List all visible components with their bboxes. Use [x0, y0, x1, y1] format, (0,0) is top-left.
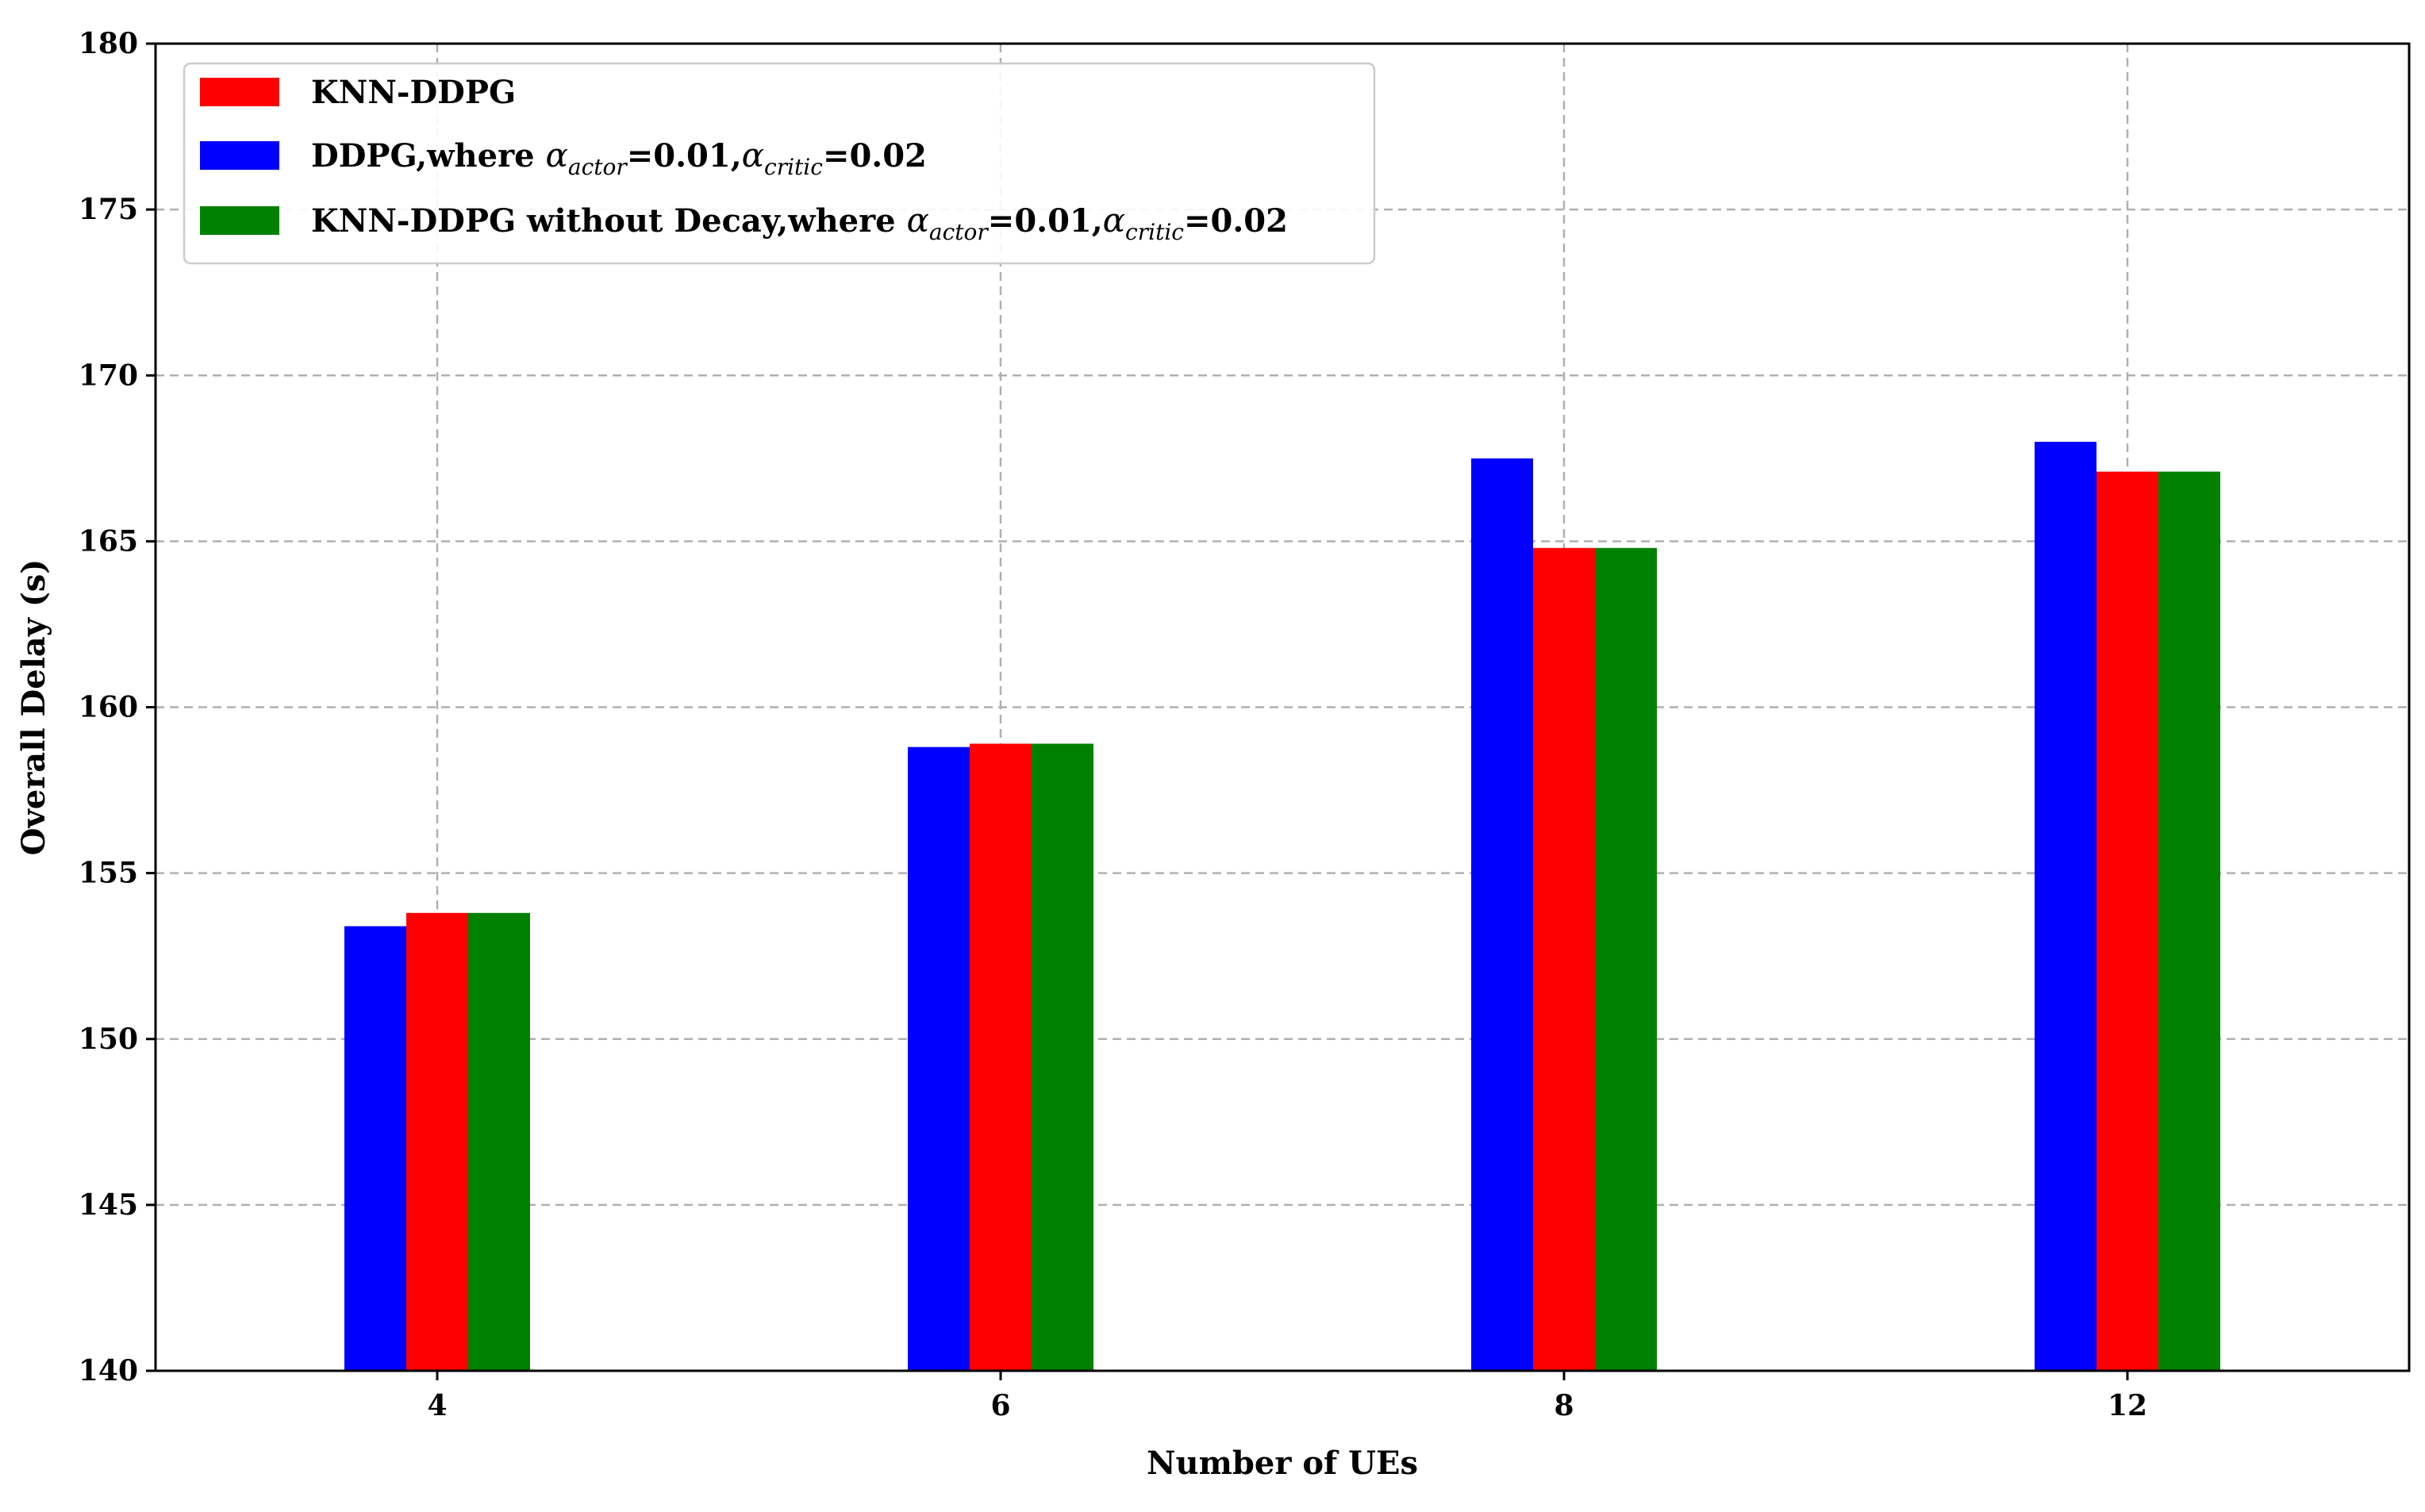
- legend-label-part: critic: [764, 154, 823, 180]
- legend-label-part: =0.01,: [627, 137, 742, 175]
- legend-swatch: [200, 78, 279, 106]
- legend-label: KNN-DDPG without Decay,where αactor=0.01…: [311, 201, 1288, 245]
- legend-label-part: α: [907, 201, 929, 240]
- y-tick-label: 155: [79, 857, 138, 890]
- y-axis-label: Overall Delay (s): [15, 559, 52, 856]
- legend-label-part: KNN-DDPG without Decay,where: [311, 202, 907, 240]
- axis-ticks: 140 145 150 155 160 165 170 175 180 4 6 8 12: [79, 27, 2147, 1422]
- y-tick-label: 180: [79, 27, 138, 60]
- y-tick-label: 145: [79, 1188, 138, 1222]
- bar: [1032, 743, 1093, 1371]
- bar: [1595, 547, 1657, 1371]
- bar: [344, 926, 406, 1371]
- x-tick-label: 4: [427, 1389, 447, 1422]
- legend-label: DDPG,where αactor=0.01,αcritic=0.02: [311, 136, 927, 180]
- y-tick-label: 165: [79, 524, 138, 558]
- x-tick-label: 12: [2108, 1389, 2147, 1422]
- bar: [1533, 547, 1595, 1371]
- legend-label-part: =0.01,: [988, 202, 1103, 240]
- legend-label-part: =0.02: [823, 137, 927, 175]
- legend-label-part: α: [546, 136, 568, 175]
- legend-label-part: actor: [568, 154, 628, 180]
- bar: [2096, 471, 2158, 1371]
- bar: [970, 743, 1032, 1371]
- legend-label-part: actor: [929, 219, 989, 245]
- x-tick-label: 6: [990, 1389, 1010, 1422]
- legend-label-part: KNN-DDPG: [311, 74, 516, 111]
- y-tick-label: 175: [79, 193, 138, 226]
- bar: [908, 746, 970, 1371]
- bar: [468, 912, 530, 1371]
- y-tick-label: 150: [79, 1023, 138, 1056]
- y-tick-label: 140: [79, 1354, 138, 1387]
- legend-swatch: [200, 206, 279, 235]
- bar: [2158, 471, 2220, 1371]
- bars: [344, 441, 2220, 1371]
- y-tick-label: 160: [79, 691, 138, 724]
- bar: [1471, 458, 1533, 1371]
- legend-label: KNN-DDPG: [311, 74, 516, 111]
- legend-label-part: =0.02: [1184, 202, 1288, 240]
- legend-label-part: α: [742, 136, 764, 175]
- legend-label-part: DDPG,where: [311, 137, 546, 175]
- y-tick-label: 170: [79, 359, 138, 392]
- legend-label-part: critic: [1125, 219, 1184, 245]
- x-tick-label: 8: [1554, 1389, 1574, 1422]
- legend-swatch: [200, 141, 279, 170]
- bar: [406, 912, 468, 1371]
- bar: [2035, 441, 2096, 1371]
- legend-label-part: α: [1103, 201, 1125, 240]
- x-axis-label: Number of UEs: [1147, 1445, 1418, 1482]
- legend-box: [183, 62, 1376, 265]
